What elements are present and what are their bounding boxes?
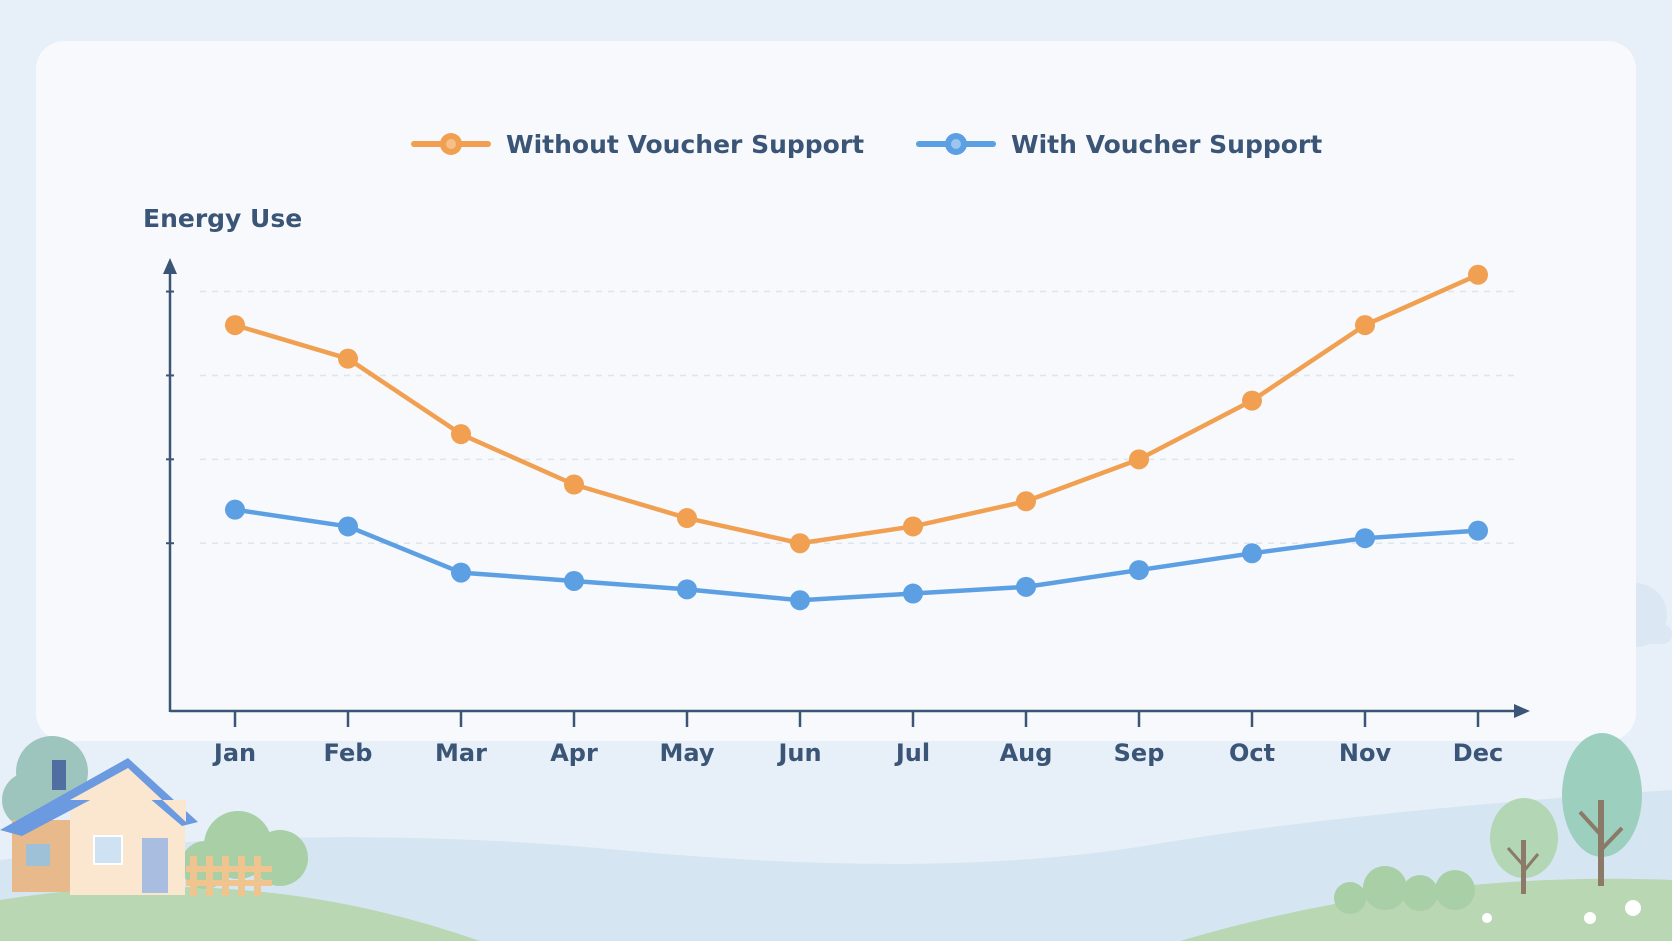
y-axis-arrow	[163, 258, 177, 274]
point-with-voucher-nov	[1355, 528, 1375, 549]
point-with-voucher-may	[677, 579, 697, 600]
house-icon	[0, 758, 198, 895]
x-tick-label-may: May	[660, 739, 715, 767]
chart-card	[36, 41, 1636, 741]
series-line-with-voucher	[232, 507, 1481, 603]
x-tick-label-aug: Aug	[1000, 739, 1053, 767]
point-without-voucher-may	[677, 508, 697, 529]
series-without-voucher	[225, 264, 1488, 554]
point-with-voucher-jun	[790, 590, 810, 611]
legend-label-with-voucher: With Voucher Support	[1011, 129, 1323, 159]
foreground-hill	[0, 886, 480, 941]
point-without-voucher-aug	[1016, 491, 1036, 512]
tree-icon	[1562, 733, 1642, 886]
point-without-voucher-nov	[1355, 315, 1375, 336]
x-ticks: Jan Feb Mar Apr May Jun Jul Aug Sep Oct Nov Dec	[212, 711, 1503, 767]
axes	[163, 258, 1530, 718]
point-with-voucher-apr	[564, 570, 584, 591]
series-layer	[225, 264, 1488, 611]
x-tick-label-mar: Mar	[435, 739, 487, 767]
x-tick-label-apr: Apr	[550, 739, 598, 767]
fence-icon	[186, 856, 272, 896]
tree-icon	[1490, 798, 1558, 894]
point-without-voucher-mar	[451, 424, 471, 445]
background-hill	[0, 790, 1672, 941]
legend-swatch-without-voucher	[411, 133, 491, 155]
x-tick-label-nov: Nov	[1339, 739, 1392, 767]
y-axis-label: Energy Use	[143, 204, 303, 233]
point-with-voucher-mar	[451, 562, 471, 583]
point-without-voucher-apr	[564, 474, 584, 495]
point-with-voucher-aug	[1016, 576, 1036, 597]
point-with-voucher-sep	[1129, 560, 1149, 581]
point-without-voucher-oct	[1242, 390, 1262, 411]
x-tick-label-jul: Jul	[894, 739, 930, 767]
x-tick-label-feb: Feb	[324, 739, 373, 767]
series-line-without-voucher	[232, 272, 1481, 546]
legend-item-with-voucher: With Voucher Support	[915, 124, 1322, 164]
point-without-voucher-sep	[1129, 449, 1149, 470]
point-without-voucher-feb	[338, 348, 358, 369]
x-tick-label-oct: Oct	[1229, 739, 1275, 767]
point-with-voucher-jul	[903, 583, 923, 604]
point-with-voucher-oct	[1242, 543, 1262, 564]
gridlines	[166, 290, 1520, 545]
legend-label-without-voucher: Without Voucher Support	[506, 129, 865, 159]
x-tick-label-dec: Dec	[1453, 739, 1503, 767]
point-with-voucher-feb	[338, 516, 358, 537]
flower-icon	[1482, 900, 1641, 924]
x-tick-label-jun: Jun	[776, 739, 821, 767]
point-with-voucher-jan	[225, 499, 245, 520]
x-tick-label-sep: Sep	[1114, 739, 1165, 767]
point-without-voucher-jan	[225, 315, 245, 336]
legend-swatch-with-voucher	[916, 133, 996, 155]
legend-item-without-voucher: Without Voucher Support	[410, 124, 864, 164]
point-without-voucher-jun	[790, 533, 810, 554]
x-tick-label-jan: Jan	[212, 739, 256, 767]
bush-icon	[1334, 866, 1475, 914]
point-with-voucher-dec	[1468, 520, 1488, 541]
legend: Without Voucher Support With Voucher Sup…	[0, 124, 1672, 164]
series-with-voucher	[225, 499, 1488, 611]
x-axis-arrow	[1514, 704, 1530, 718]
point-without-voucher-dec	[1468, 264, 1488, 285]
point-without-voucher-jul	[903, 516, 923, 537]
